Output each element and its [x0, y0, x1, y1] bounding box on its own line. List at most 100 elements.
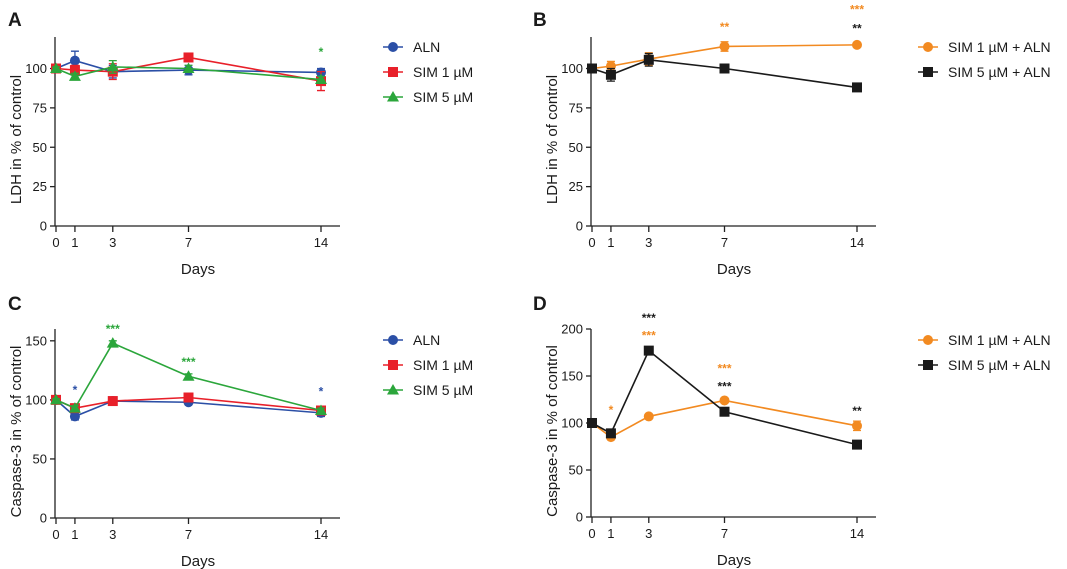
x-axis-title: Days — [181, 553, 215, 569]
data-point — [587, 63, 597, 74]
significance-marker: *** — [717, 379, 731, 393]
legend-marker — [923, 42, 933, 52]
y-tick-label: 150 — [561, 369, 583, 384]
data-point — [183, 392, 194, 403]
data-point — [587, 418, 597, 428]
legend-label: SIM 5 µM + ALN — [948, 64, 1051, 80]
legend-marker — [923, 335, 933, 345]
series-sim-5-m — [50, 59, 327, 85]
data-point — [106, 60, 119, 72]
y-tick-label: 75 — [33, 100, 47, 115]
legend-marker — [387, 91, 399, 102]
significance-marker: *** — [717, 362, 731, 376]
x-tick-label: 14 — [850, 526, 864, 541]
significance-marker: ** — [852, 404, 862, 418]
data-point — [315, 404, 327, 416]
significance-marker: * — [319, 384, 324, 398]
data-point — [68, 402, 81, 413]
legend-marker — [388, 335, 398, 345]
significance-marker: *** — [642, 329, 656, 343]
x-tick-label: 7 — [185, 235, 192, 250]
series-sim-5-m — [50, 337, 327, 416]
y-tick-label: 0 — [576, 219, 583, 234]
legend-label: SIM 1 µM — [413, 64, 473, 80]
x-tick-label: 7 — [721, 235, 728, 250]
data-point — [68, 70, 81, 81]
y-tick-label: 100 — [561, 416, 583, 431]
legend-marker — [388, 360, 398, 370]
data-point — [852, 39, 862, 50]
y-tick-label: 25 — [33, 179, 47, 194]
data-point — [643, 345, 654, 356]
legend-label: SIM 1 µM + ALN — [948, 332, 1051, 348]
y-tick-label: 100 — [561, 61, 583, 76]
x-tick-label: 14 — [314, 235, 328, 250]
data-point — [50, 62, 62, 73]
x-tick-label: 3 — [109, 235, 116, 250]
data-point — [852, 439, 862, 450]
x-tick-label: 3 — [645, 526, 652, 541]
legend-marker — [923, 67, 933, 77]
x-tick-label: 1 — [607, 526, 614, 541]
y-tick-label: 0 — [40, 219, 47, 234]
y-tick-label: 50 — [569, 140, 583, 155]
y-tick-label: 150 — [25, 333, 47, 348]
legend-marker — [387, 384, 399, 395]
data-point — [719, 63, 730, 74]
panel-letter: C — [8, 294, 22, 315]
legend-label: ALN — [413, 332, 440, 348]
data-point — [69, 55, 80, 66]
data-point — [719, 41, 730, 52]
data-point — [106, 337, 119, 348]
significance-marker: * — [609, 403, 614, 417]
x-tick-label: 3 — [645, 235, 652, 250]
significance-marker: *** — [642, 311, 656, 325]
legend-marker — [388, 42, 398, 52]
data-point — [107, 396, 118, 407]
y-tick-label: 50 — [33, 451, 47, 466]
data-point — [605, 428, 616, 439]
significance-marker: ** — [852, 22, 862, 36]
x-axis-title: Days — [717, 261, 751, 278]
data-point — [719, 406, 730, 417]
y-tick-label: 100 — [25, 392, 47, 407]
y-tick-label: 50 — [569, 463, 583, 478]
y-tick-label: 0 — [576, 510, 583, 525]
x-tick-label: 7 — [185, 527, 192, 542]
legend-label: ALN — [413, 39, 440, 55]
x-tick-label: 0 — [588, 526, 595, 541]
panel-letter: B — [533, 10, 547, 31]
legend-label: SIM 1 µM + ALN — [948, 39, 1051, 55]
legend-label: SIM 5 µM — [413, 382, 473, 398]
significance-marker: *** — [181, 355, 195, 369]
significance-marker: * — [73, 383, 78, 397]
y-axis-title: LDH in % of control — [8, 75, 25, 204]
series-sim-5-m-aln — [587, 52, 862, 93]
data-point — [719, 395, 730, 406]
series-line — [591, 399, 858, 439]
data-point — [182, 62, 195, 73]
x-tick-label: 0 — [52, 527, 59, 542]
x-tick-label: 14 — [314, 527, 328, 542]
x-axis-title: Days — [717, 552, 751, 569]
y-axis-title: LDH in % of control — [544, 75, 561, 204]
data-point — [643, 54, 654, 65]
x-tick-label: 3 — [109, 527, 116, 542]
significance-marker: *** — [106, 322, 120, 336]
x-tick-label: 0 — [52, 235, 59, 250]
series-sim-5-m-aln — [587, 345, 862, 450]
y-tick-label: 50 — [33, 140, 47, 155]
legend-label: SIM 5 µM — [413, 89, 473, 105]
legend-marker — [923, 360, 933, 370]
x-tick-label: 14 — [850, 235, 864, 250]
legend-label: SIM 1 µM — [413, 357, 473, 373]
significance-marker: ** — [720, 20, 730, 34]
panel-letter: A — [8, 10, 22, 31]
y-tick-label: 25 — [569, 179, 583, 194]
legend-marker — [388, 67, 398, 77]
data-point — [69, 411, 80, 422]
